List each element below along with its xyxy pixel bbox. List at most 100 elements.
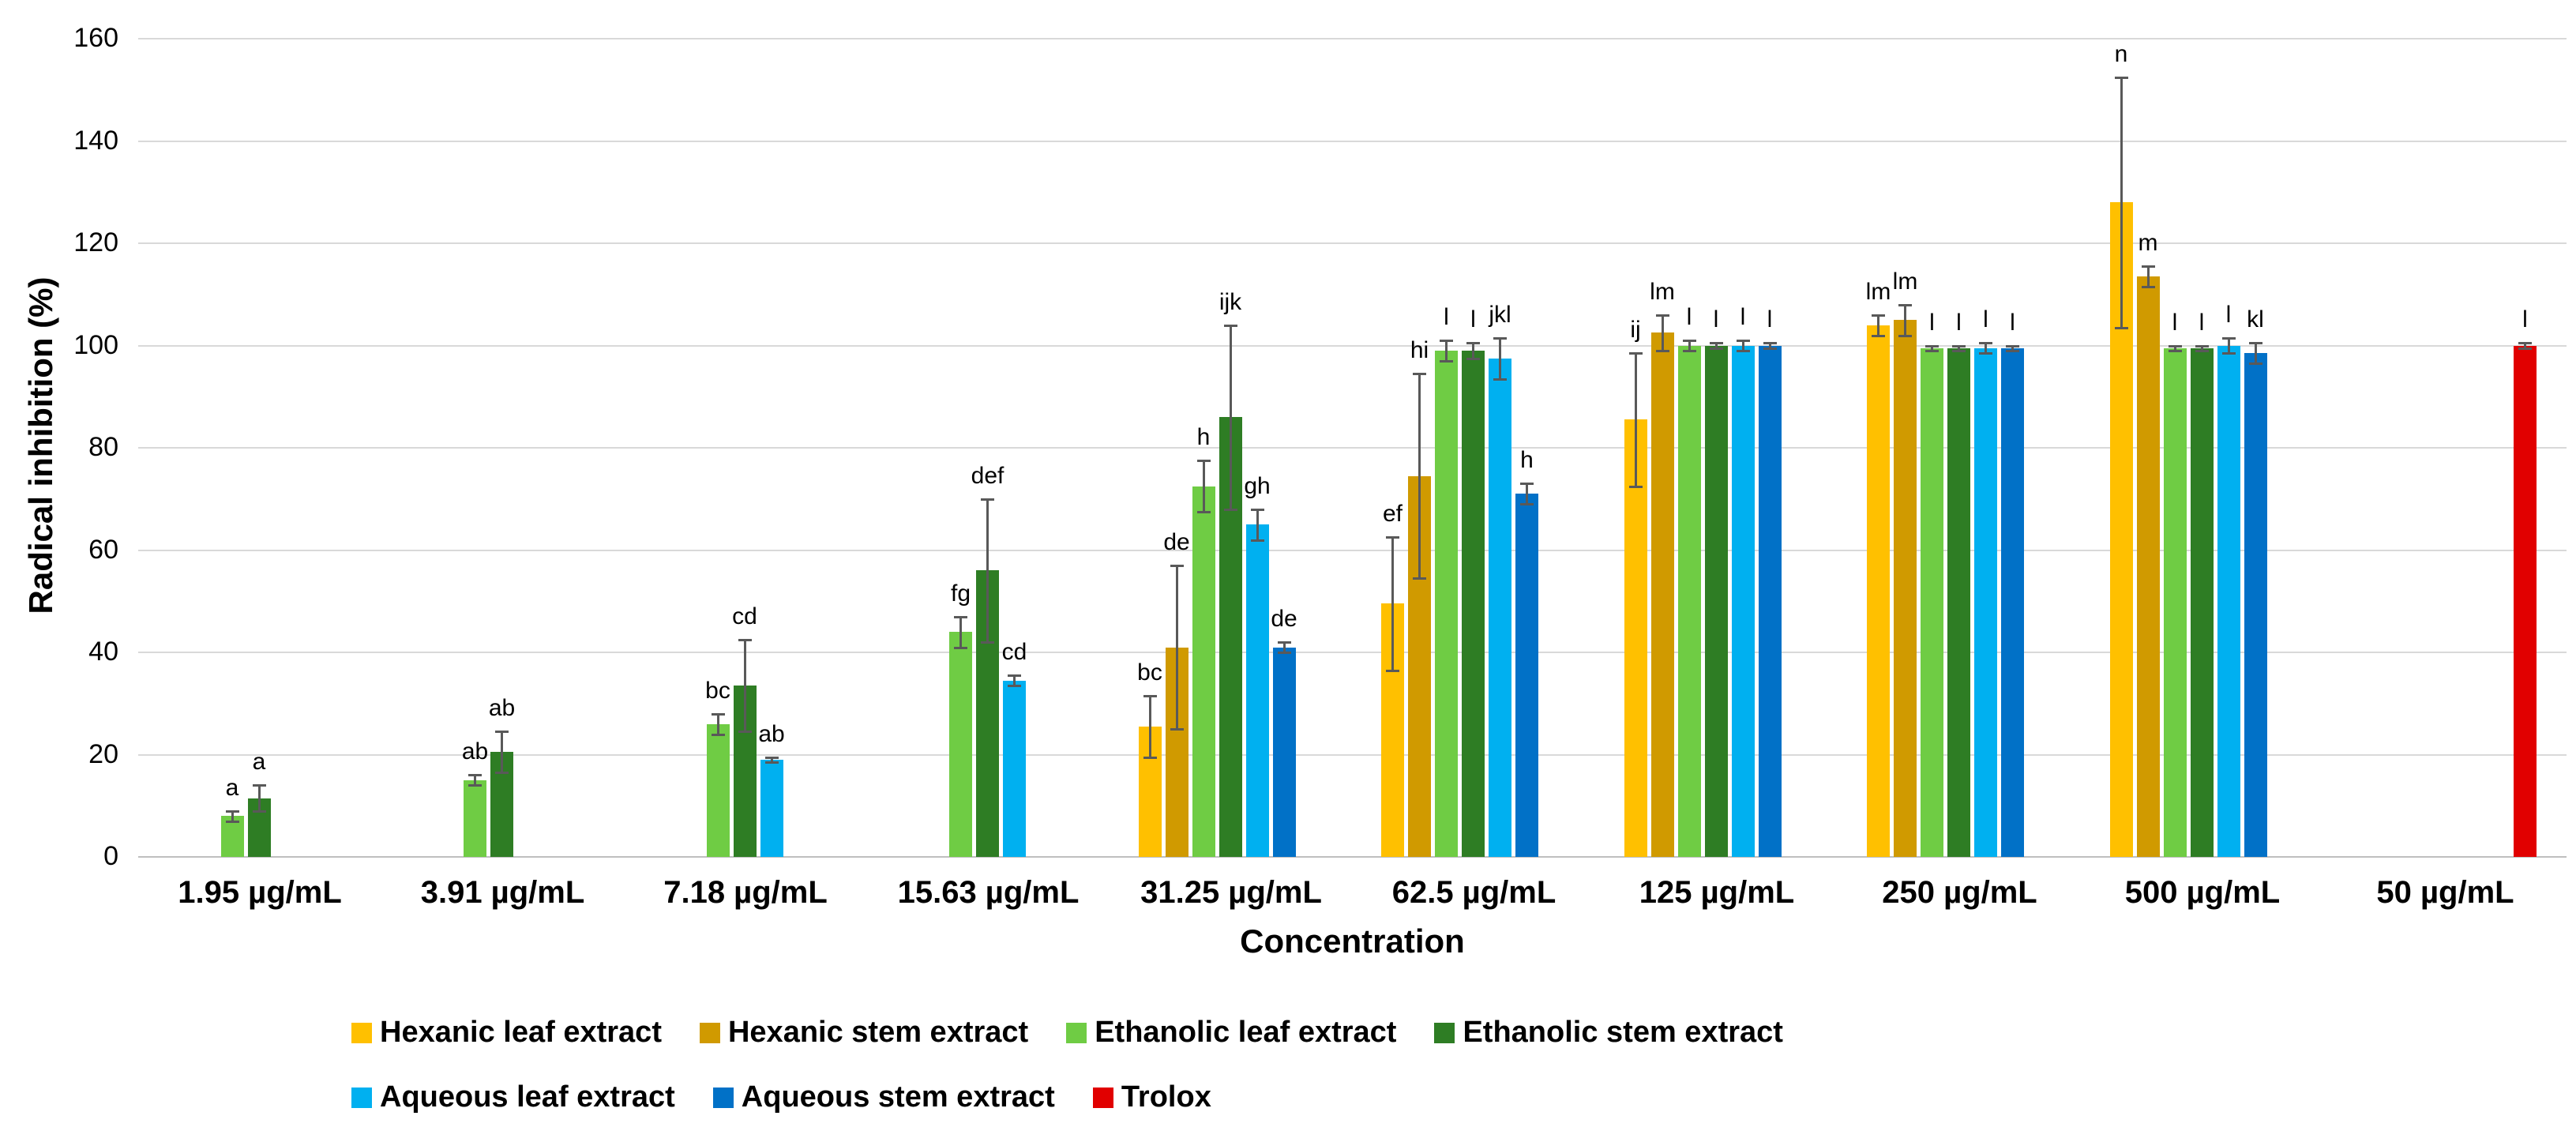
error-bar [1526,483,1528,505]
error-bar-cap [225,820,239,823]
error-bar-cap [2248,342,2262,345]
significance-letter: n [2114,40,2128,67]
significance-letter: l [2172,309,2178,336]
error-bar-cap [1925,349,1939,352]
error-bar-cap [1440,359,1453,363]
error-bar-cap [1466,357,1480,360]
significance-letter: l [1470,306,1476,333]
error-bar [2254,343,2257,364]
significance-letter: m [2138,230,2158,257]
bar [1704,345,1728,857]
bar [1462,350,1485,857]
error-bar-cap [1250,508,1264,511]
significance-letter: lm [1650,278,1675,305]
significance-letter: l [1713,306,1719,333]
error-bar-cap [2114,76,2128,79]
category-label: 31.25 µg/mL [1140,875,1322,910]
bar [2190,347,2214,857]
bar [1921,347,1943,857]
error-bar-cap [2114,326,2128,329]
bar [760,759,783,857]
significance-letter: cd [1001,639,1027,666]
error-bar-cap [2221,352,2236,355]
error-bar-cap [2006,349,2019,352]
error-bar-cap [2141,286,2155,289]
significance-letter: l [2225,301,2232,328]
significance-letter: de [1271,606,1297,633]
significance-letter: bc [1137,659,1162,686]
error-bar-cap [1709,347,1723,350]
error-bar-cap [2006,344,2019,347]
error-bar-cap [1682,349,1696,352]
error-bar-cap [1413,577,1426,580]
bar [1003,680,1026,857]
error-bar-cap [1979,352,1992,355]
bar [1489,358,1511,857]
bar [2163,347,2187,857]
legend-label: Ethanolic stem extract [1463,1016,1783,1049]
significance-letter: l [1983,306,1988,333]
error-bar-cap [1008,685,1021,688]
error-bar-cap [1682,340,1696,343]
error-bar [1175,565,1178,730]
bar [220,816,244,857]
error-bar-cap [1898,303,1912,306]
error-bar-cap [1170,564,1184,567]
error-bar-cap [1466,342,1480,345]
legend-swatch [351,1022,372,1043]
y-tick-label: 160 [73,23,118,53]
error-bar [1499,337,1501,379]
bar [1435,350,1458,857]
error-bar-cap [2221,336,2236,340]
legend-label: Hexanic stem extract [727,1016,1029,1049]
bar [1515,494,1538,857]
error-bar-cap [2195,349,2209,352]
legend-item: Ethanolic leaf extract [1066,1016,1396,1050]
error-bar-cap [1628,485,1643,488]
error-bar [1229,325,1232,509]
error-bar [1661,314,1664,351]
error-bar-cap [1736,349,1750,352]
significance-letter: fg [950,580,971,607]
significance-letter: def [971,462,1004,489]
y-tick-label: 140 [73,125,118,156]
error-bar-cap [1386,669,1399,672]
error-bar-cap [764,761,779,764]
significance-letter: l [1444,304,1449,331]
error-bar-cap [1979,342,1992,345]
error-bar-cap [1520,503,1534,506]
significance-letter: ab [488,695,516,722]
legend-item: Ethanolic stem extract [1434,1016,1783,1050]
bar [2217,345,2240,857]
error-bar [2146,266,2150,287]
gridline [138,38,2567,39]
legend-swatch [1092,1087,1113,1108]
category-label: 15.63 µg/mL [897,875,1080,910]
error-bar [1256,509,1259,540]
bar [2136,276,2160,857]
legend-item: Trolox [1092,1080,1211,1114]
error-bar-cap [711,733,725,736]
error-bar [1445,340,1448,361]
gridline [138,447,2567,449]
error-bar-cap [1952,344,1966,347]
bar [1758,345,1782,857]
legend-item: Hexanic leaf extract [351,1016,662,1050]
legend-item: Aqueous stem extract [712,1080,1055,1114]
error-bar-cap [711,712,725,716]
error-bar [1148,696,1151,757]
category-label: 500 µg/mL [2124,875,2281,910]
bar [1974,347,1997,857]
legend-label: Aqueous leaf extract [380,1080,675,1114]
error-bar-cap [738,638,752,641]
significance-letter: l [2199,309,2205,336]
error-bar-cap [225,810,239,813]
error-bar [257,785,261,811]
significance-letter: l [2010,309,2015,336]
error-bar [1013,675,1016,686]
significance-letter: a [225,774,239,801]
significance-letter: gh [1244,472,1271,499]
error-bar-cap [1440,340,1453,343]
error-bar [1282,642,1286,652]
gridline [138,140,2567,142]
